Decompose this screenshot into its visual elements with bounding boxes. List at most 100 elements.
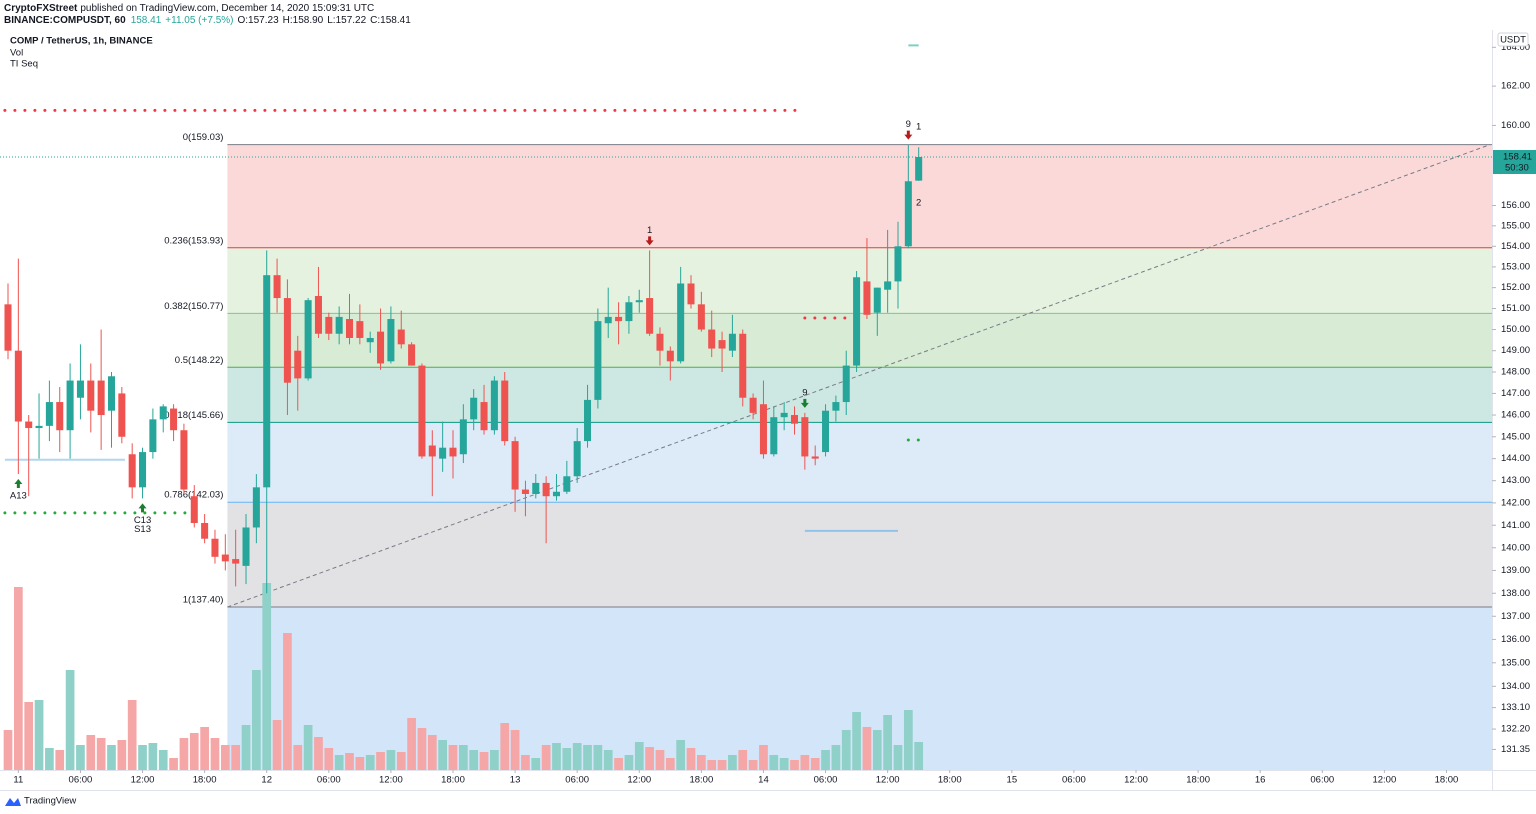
volume-bar	[65, 670, 75, 770]
candle-body	[615, 316, 623, 322]
y-tick-label: 164.00	[1501, 42, 1530, 53]
candle-body	[552, 491, 560, 497]
volume-bar	[314, 737, 323, 770]
volume-bar	[603, 750, 613, 770]
x-tick-label: 06:00	[814, 775, 838, 786]
candle-body	[594, 321, 602, 400]
candle-body	[345, 319, 354, 338]
y-tick-label: 131.35	[1501, 744, 1530, 755]
candle-body	[490, 380, 498, 431]
volume-bar	[365, 755, 375, 770]
candle-body	[211, 538, 219, 557]
volume-bar	[241, 725, 251, 770]
countdown-label: 50:30	[1505, 163, 1529, 174]
volume-bar	[55, 750, 65, 770]
x-tick-label: 12	[261, 775, 272, 786]
volume-bar	[510, 730, 520, 770]
td-label: 9	[906, 119, 911, 130]
y-tick-label: 140.00	[1501, 542, 1530, 553]
candle-body	[377, 331, 385, 364]
y-tick-label: 154.00	[1501, 241, 1530, 252]
fib-zone	[227, 367, 1492, 423]
volume-bar	[24, 702, 34, 770]
td-label: C13	[134, 515, 151, 526]
axes: 164.00 162.00 160.00 156.00 155.00 154.00 153.…	[13, 42, 1536, 786]
candle-body	[646, 298, 654, 334]
plot-area: 0(159.03) 0.236(153.93) 0.382(150.77) 0.5(1…	[0, 44, 1492, 770]
volume-bar	[345, 753, 354, 770]
volume-bar	[790, 760, 799, 770]
y-tick-label: 147.00	[1501, 388, 1530, 399]
candle-body	[294, 350, 302, 379]
y-tick-label: 146.00	[1501, 410, 1530, 421]
volume-bar	[852, 712, 861, 770]
volume-bar	[759, 745, 768, 770]
candle-body	[325, 316, 333, 334]
candle-body	[232, 559, 240, 564]
header-line-1: CryptoFXStreet published on TradingView.c…	[4, 3, 374, 14]
candle-body	[221, 554, 229, 562]
volume-bar	[45, 748, 54, 770]
candle-body	[387, 319, 395, 362]
chart-title: COMP / TetherUS, 1h, BINANCE	[10, 36, 153, 47]
volume-bar	[717, 760, 727, 770]
td-arrow	[14, 479, 23, 489]
ohlc-close: C:158.41	[370, 15, 411, 26]
candle-body	[470, 397, 478, 420]
x-tick-label: 06:00	[69, 775, 93, 786]
td-label: 2	[916, 197, 921, 208]
x-tick-label: 14	[758, 775, 769, 786]
candle-body	[314, 295, 322, 334]
candle-body	[811, 456, 819, 459]
y-tick-label: 160.00	[1501, 120, 1530, 131]
volume-bar	[614, 758, 623, 770]
candle-body	[118, 393, 126, 437]
y-tick-label: 139.00	[1501, 565, 1530, 576]
trend-line	[227, 144, 1491, 608]
volume-bar	[148, 743, 158, 770]
candle-body	[718, 340, 726, 349]
x-tick-label: 18:00	[938, 775, 962, 786]
volume-bar	[210, 738, 220, 770]
candle-body	[884, 281, 892, 290]
indicator-label: TI Seq	[10, 59, 38, 70]
volume-bar	[355, 757, 365, 770]
candle-body	[459, 419, 467, 455]
fib-level-label: 0.382(150.77)	[164, 301, 223, 312]
td-label: 1	[916, 122, 921, 133]
y-tick-label: 153.00	[1501, 261, 1530, 272]
candle-body	[356, 321, 364, 338]
y-tick-label: 149.00	[1501, 345, 1530, 356]
y-tick-label: 137.00	[1501, 611, 1530, 622]
volume-bar	[872, 730, 882, 770]
candle-body	[107, 376, 116, 411]
volume-bar	[107, 745, 116, 770]
td-arrow	[904, 130, 913, 140]
volume-bar	[252, 670, 261, 770]
volume-bar	[676, 740, 686, 770]
ohlc-open: O:157.23	[237, 15, 279, 26]
volume-bar	[231, 745, 241, 770]
volume-bar	[324, 748, 334, 770]
y-tick-label: 148.00	[1501, 367, 1530, 378]
candle-body	[635, 300, 643, 303]
x-tick-label: 18:00	[689, 775, 713, 786]
volume-bar	[531, 758, 541, 770]
x-tick-label: 18:00	[441, 775, 465, 786]
volume-bar	[593, 745, 603, 770]
volume-bar	[396, 752, 406, 770]
volume-bar	[655, 750, 665, 770]
currency-box	[1497, 32, 1529, 47]
candle-body	[656, 333, 664, 351]
candle-body	[501, 380, 509, 442]
volume-bar	[521, 755, 530, 770]
volume-bar	[117, 740, 127, 770]
candle-body	[915, 156, 923, 181]
volume-bar	[665, 758, 675, 770]
last-price: 158.41	[131, 15, 162, 26]
fib-level-label: 0.236(153.93)	[164, 235, 223, 246]
volume-bar	[283, 633, 292, 770]
candle-body	[532, 482, 540, 494]
y-tick-label: 132.20	[1501, 724, 1530, 735]
